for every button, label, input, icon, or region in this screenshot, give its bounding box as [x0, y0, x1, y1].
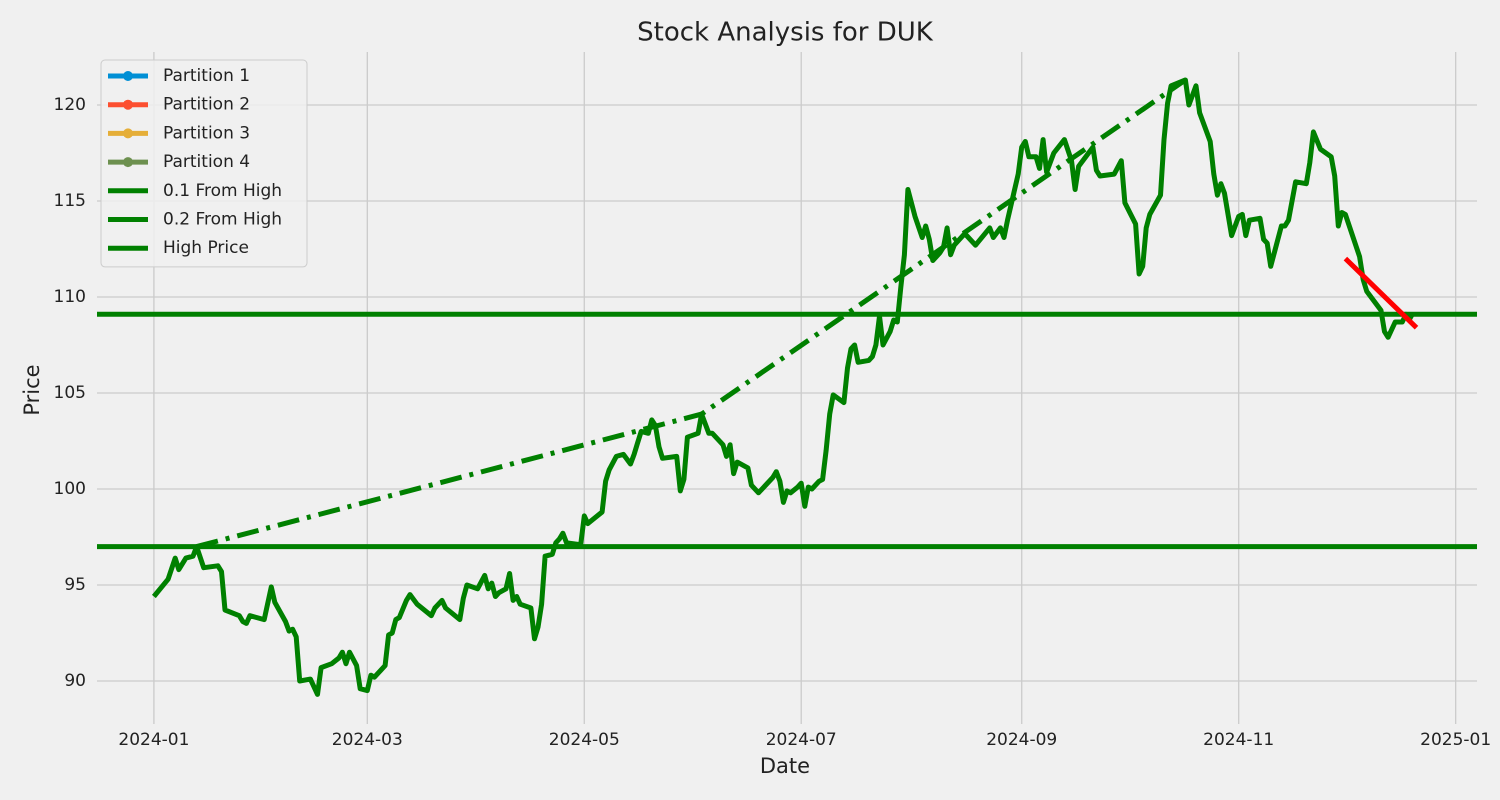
y-tick-label: 100: [54, 479, 86, 499]
chart-title: Stock Analysis for DUK: [637, 18, 934, 48]
y-tick-label: 110: [54, 287, 86, 307]
x-tick-label: 2024-07: [766, 730, 837, 750]
legend-label: High Price: [163, 238, 249, 258]
x-tick-label: 2024-09: [986, 730, 1057, 750]
data-line: [1343, 256, 1419, 330]
y-tick-label: 105: [54, 383, 86, 403]
x-axis-label: Date: [760, 754, 810, 778]
legend-marker: [123, 99, 133, 110]
legend-label: 0.2 From High: [163, 210, 282, 230]
legend-label: 0.1 From High: [163, 181, 282, 201]
legend-label: Partition 4: [163, 152, 250, 172]
legend-label: Partition 2: [163, 95, 250, 115]
x-tick-label: 2024-03: [332, 730, 403, 750]
x-tick-label: 2025-01: [1420, 730, 1491, 750]
plot-area: [97, 77, 1477, 697]
legend: Partition 1 Partition 2 Partition 3 Partiti…: [100, 59, 308, 268]
y-tick-label: 115: [54, 191, 86, 211]
data-line: [195, 77, 1187, 550]
legend-marker: [123, 71, 133, 81]
legend-label: Partition 3: [163, 123, 250, 143]
y-tick-label: 90: [64, 671, 86, 691]
y-axis-label: Price: [20, 364, 44, 415]
x-tick-label: 2024-11: [1203, 730, 1274, 750]
legend-label: Partition 1: [163, 66, 250, 86]
legend-marker: [123, 128, 133, 139]
y-tick-label: 120: [54, 95, 86, 115]
legend-box: [100, 59, 308, 268]
data-line: [151, 77, 1415, 697]
y-tick-label: 95: [64, 575, 86, 595]
legend-marker: [123, 157, 133, 168]
x-tick-label: 2024-01: [118, 730, 189, 750]
x-tick-label: 2024-05: [549, 730, 620, 750]
